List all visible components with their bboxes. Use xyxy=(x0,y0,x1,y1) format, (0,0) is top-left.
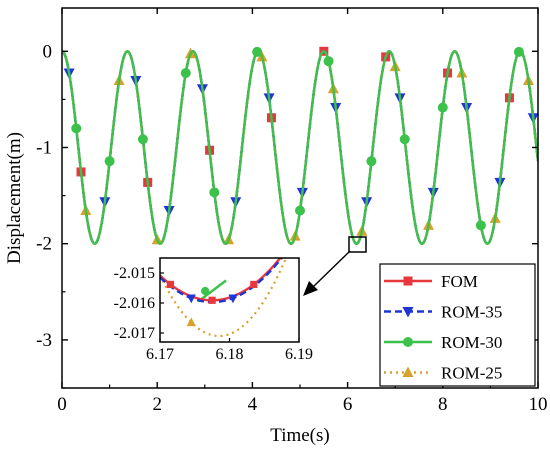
inset-series xyxy=(160,258,288,338)
legend-label: ROM-30 xyxy=(441,333,502,352)
axes: 0 2 4 6 8 10 0 -1 -2 -3 xyxy=(36,8,548,415)
inset-point-rom-35 xyxy=(186,294,196,304)
inset-y-tick-label: -2.016 xyxy=(114,295,155,312)
data-point-rom-30 xyxy=(437,102,448,113)
inset-x-tick-label: 6.17 xyxy=(146,346,174,363)
zoom-arrow-head xyxy=(303,281,318,296)
data-point-rom-30 xyxy=(209,187,220,198)
inset-series-rom-35 xyxy=(160,258,284,304)
y-tick-label: -1 xyxy=(36,137,52,158)
x-tick-label: 2 xyxy=(152,394,162,415)
inset-x-tick-label: 6.19 xyxy=(285,346,313,363)
inset-point-rom-35 xyxy=(228,294,238,304)
x-tick-label: 0 xyxy=(57,394,67,415)
data-point-rom-30 xyxy=(137,134,148,145)
legend-swatch-marker xyxy=(402,366,414,377)
x-tick-label: 8 xyxy=(438,394,448,415)
inset-line-rom-35 xyxy=(160,258,284,304)
legend-label: ROM-35 xyxy=(441,303,502,322)
inset-point-fom xyxy=(166,280,175,289)
inset-y-tick-label: -2.017 xyxy=(114,325,155,342)
legend-label: FOM xyxy=(441,272,478,291)
y-tick-label: -2 xyxy=(36,234,52,255)
zoom-region-box xyxy=(348,236,367,253)
data-point-rom-30 xyxy=(252,46,263,57)
data-point-rom-30 xyxy=(513,46,524,57)
legend-item-rom-30: ROM-30 xyxy=(384,333,502,352)
inset-point-fom xyxy=(208,296,216,304)
data-point-rom-30 xyxy=(323,56,334,67)
x-tick-label: 10 xyxy=(529,394,548,415)
inset-point-rom-30 xyxy=(201,286,210,296)
inset-y-tick-label: -2.015 xyxy=(114,265,155,282)
legend-item-fom: FOM xyxy=(384,272,478,291)
data-point-rom-30 xyxy=(104,156,115,167)
x-axis-label: Time(s) xyxy=(270,425,329,446)
legend-swatch-marker xyxy=(403,276,413,286)
y-tick-label: 0 xyxy=(43,41,53,62)
legend-item-rom-25: ROM-25 xyxy=(384,364,502,383)
x-tick-label: 4 xyxy=(248,394,258,415)
y-tick-label: -3 xyxy=(36,330,52,351)
data-point-rom-30 xyxy=(399,134,410,145)
inset-background xyxy=(160,258,299,342)
series-rom-30 xyxy=(62,46,538,245)
data-point-rom-30 xyxy=(71,123,82,134)
legend: FOM ROM-35 ROM-30 ROM-25 xyxy=(379,263,536,387)
inset-axes: 6.17 6.18 6.19 -2.015 -2.016 -2.017 xyxy=(114,265,313,363)
legend-swatch-marker xyxy=(402,307,414,318)
data-point-rom-30 xyxy=(475,220,486,231)
inset-x-tick-label: 6.18 xyxy=(216,346,244,363)
zoom-arrow-line xyxy=(313,250,351,287)
inset-point-rom-25 xyxy=(186,317,196,327)
legend-swatch-marker xyxy=(403,337,413,347)
data-point-rom-30 xyxy=(366,156,377,167)
legend-label: ROM-25 xyxy=(441,364,502,383)
data-point-rom-30 xyxy=(295,205,305,216)
inset-series-rom-30 xyxy=(197,279,227,303)
legend-item-rom-35: ROM-35 xyxy=(384,303,502,322)
main-plot-series xyxy=(62,46,538,245)
inset-point-fom xyxy=(250,280,258,289)
data-point-rom-30 xyxy=(180,68,191,79)
x-tick-label: 6 xyxy=(343,394,353,415)
inset-line-rom-30 xyxy=(197,279,227,303)
y-axis-label: Displacement(m) xyxy=(4,132,25,264)
